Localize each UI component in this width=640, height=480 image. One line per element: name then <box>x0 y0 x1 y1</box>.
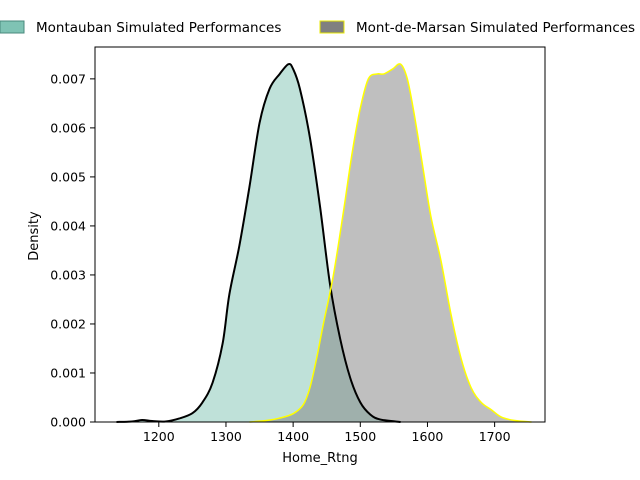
y-tick-label: 0.001 <box>50 365 86 380</box>
y-tick-label: 0.000 <box>50 415 86 430</box>
legend-label-montauban: Montauban Simulated Performances <box>36 20 281 36</box>
y-tick-label: 0.007 <box>50 71 86 86</box>
density-area-mont-de-marsan <box>249 63 532 423</box>
y-axis: 0.000 0.001 0.002 0.003 0.004 0.005 0.006 0.007 <box>50 71 95 430</box>
x-axis: 1200 1300 1400 1500 1600 1700 <box>143 422 511 444</box>
y-tick-label: 0.004 <box>50 218 86 233</box>
density-line-mont-de-marsan <box>249 63 532 423</box>
density-line-montauban <box>116 62 401 423</box>
legend-swatch-montauban <box>0 20 25 34</box>
axes-frame <box>94 46 546 423</box>
legend-swatch-mont-de-marsan <box>319 20 345 34</box>
y-tick-label: 0.003 <box>50 267 86 282</box>
y-tick-label: 0.006 <box>50 120 86 135</box>
legend-label-mont-de-marsan: Mont-de-Marsan Simulated Performances <box>356 20 635 36</box>
y-tick-label: 0.005 <box>50 169 86 184</box>
x-tick-label: 1500 <box>344 429 376 444</box>
y-axis-label: Density <box>27 211 42 261</box>
plot-area <box>116 62 532 423</box>
x-tick-label: 1200 <box>143 429 175 444</box>
x-tick-label: 1400 <box>277 429 309 444</box>
legend: Montauban Simulated Performances Mont-de… <box>0 20 635 36</box>
x-axis-label: Home_Rtng <box>282 451 358 466</box>
x-tick-label: 1700 <box>479 429 511 444</box>
x-tick-label: 1300 <box>210 429 242 444</box>
y-tick-label: 0.002 <box>50 316 86 331</box>
x-tick-label: 1600 <box>412 429 444 444</box>
